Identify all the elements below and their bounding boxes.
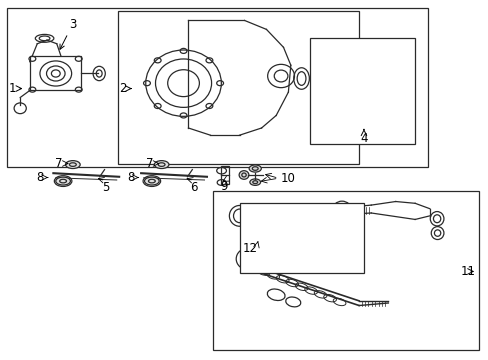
Ellipse shape xyxy=(158,163,164,166)
Text: 2: 2 xyxy=(119,82,126,95)
Ellipse shape xyxy=(148,179,155,183)
Bar xyxy=(221,166,228,184)
Text: 8: 8 xyxy=(127,171,134,184)
Bar xyxy=(310,39,414,144)
Ellipse shape xyxy=(69,163,76,166)
Text: 1: 1 xyxy=(8,82,16,95)
Ellipse shape xyxy=(65,161,80,168)
Ellipse shape xyxy=(60,179,66,183)
Bar xyxy=(30,56,81,90)
Text: 4: 4 xyxy=(360,132,367,145)
Text: 11: 11 xyxy=(460,265,475,278)
Ellipse shape xyxy=(274,221,282,228)
Ellipse shape xyxy=(239,171,248,179)
Ellipse shape xyxy=(154,161,168,168)
Bar xyxy=(212,191,478,350)
Text: 7: 7 xyxy=(146,157,153,170)
Ellipse shape xyxy=(249,179,260,185)
Text: 3: 3 xyxy=(60,18,77,49)
Text: 9: 9 xyxy=(220,180,227,193)
Text: 7: 7 xyxy=(55,157,62,170)
Text: 12: 12 xyxy=(242,242,257,255)
Ellipse shape xyxy=(56,177,70,185)
Text: 6: 6 xyxy=(190,181,197,194)
Text: 5: 5 xyxy=(102,181,109,194)
Text: 8: 8 xyxy=(36,171,43,184)
Bar xyxy=(118,12,358,164)
Ellipse shape xyxy=(144,177,159,185)
Bar xyxy=(239,203,363,273)
Bar xyxy=(6,8,427,167)
Ellipse shape xyxy=(248,165,261,172)
Text: 10: 10 xyxy=(281,172,295,185)
